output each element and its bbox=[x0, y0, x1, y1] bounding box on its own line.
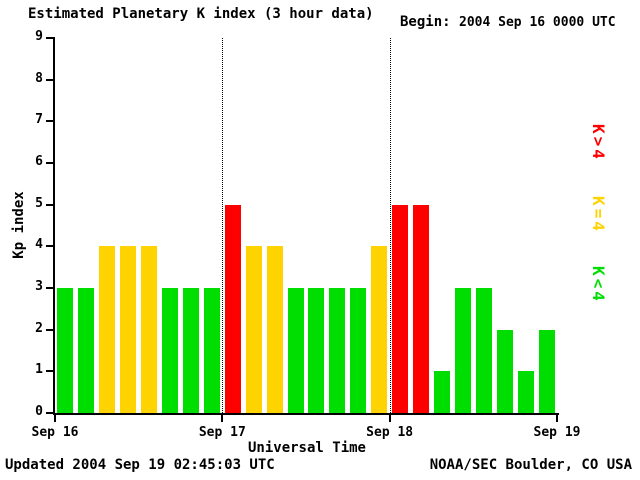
kp-bar bbox=[538, 329, 555, 413]
legend-k-lt-4: K<4 bbox=[589, 266, 608, 304]
y-tick-mark bbox=[46, 37, 55, 39]
kp-bar bbox=[517, 371, 534, 413]
begin-label: Begin: bbox=[400, 14, 451, 30]
y-tick-mark bbox=[46, 370, 55, 373]
y-tick-label: 9 bbox=[35, 29, 43, 44]
y-tick-mark bbox=[46, 328, 55, 331]
kp-bar bbox=[496, 329, 513, 413]
kp-bar bbox=[141, 246, 158, 413]
y-tick-label: 5 bbox=[35, 195, 43, 211]
x-axis-line bbox=[53, 413, 559, 415]
kp-bar bbox=[433, 371, 450, 413]
x-tick-label: Sep 16 bbox=[31, 425, 79, 440]
day-boundary-gridline bbox=[222, 38, 224, 413]
kp-bar bbox=[329, 288, 346, 413]
y-tick-label: 7 bbox=[35, 112, 43, 128]
kp-bar bbox=[99, 246, 116, 413]
source-attribution: NOAA/SEC Boulder, CO USA bbox=[429, 457, 632, 473]
kp-bar bbox=[371, 246, 388, 413]
x-tick-label: Sep 19 bbox=[533, 425, 581, 440]
y-tick-label: 8 bbox=[35, 70, 43, 86]
legend-k-eq-4: K=4 bbox=[589, 196, 608, 234]
y-tick-label: 0 bbox=[35, 404, 43, 419]
x-tick-mark bbox=[556, 415, 558, 422]
kp-bar bbox=[266, 246, 283, 413]
y-tick-label: 3 bbox=[35, 279, 43, 294]
begin-value: 2004 Sep 16 0000 UTC bbox=[459, 15, 616, 30]
day-boundary-gridline bbox=[389, 38, 391, 413]
y-tick-mark bbox=[46, 162, 55, 164]
x-axis-title: Universal Time bbox=[247, 440, 366, 456]
kp-bar bbox=[182, 288, 199, 413]
kp-bar bbox=[287, 288, 304, 413]
legend-k-gt-4: K>4 bbox=[589, 124, 608, 162]
kp-bar bbox=[308, 288, 325, 413]
y-tick-label: 2 bbox=[35, 320, 43, 336]
y-axis-line bbox=[53, 38, 55, 415]
y-tick-mark bbox=[46, 78, 55, 81]
kp-bar bbox=[203, 288, 220, 413]
y-tick-label: 4 bbox=[35, 237, 43, 253]
begin-timestamp: Begin: 2004 Sep 16 0000 UTC bbox=[400, 14, 616, 30]
y-tick-mark bbox=[46, 203, 55, 206]
x-tick-label: Sep 17 bbox=[198, 425, 246, 440]
kp-bar bbox=[120, 246, 137, 413]
y-tick-mark bbox=[46, 120, 55, 123]
kp-bar bbox=[350, 288, 367, 413]
kp-bar bbox=[454, 288, 471, 413]
kp-bar bbox=[475, 288, 492, 413]
x-tick-mark bbox=[54, 415, 56, 422]
kp-bar bbox=[224, 204, 241, 413]
kp-bar bbox=[78, 288, 95, 413]
x-tick-mark bbox=[388, 415, 391, 422]
y-tick-mark bbox=[46, 412, 55, 414]
kp-bar bbox=[413, 204, 430, 413]
kp-bar bbox=[392, 204, 409, 413]
kp-bar bbox=[57, 288, 74, 413]
y-tick-mark bbox=[46, 287, 55, 289]
chart-title: Estimated Planetary K index (3 hour data… bbox=[28, 6, 374, 22]
updated-timestamp: Updated 2004 Sep 19 02:45:03 UTC bbox=[5, 457, 275, 473]
kp-bar bbox=[245, 246, 262, 413]
x-tick-mark bbox=[221, 415, 224, 422]
y-tick-label: 6 bbox=[35, 154, 43, 169]
x-tick-label: Sep 18 bbox=[366, 425, 414, 440]
y-tick-label: 1 bbox=[35, 362, 43, 378]
kp-bar bbox=[162, 288, 179, 413]
y-tick-mark bbox=[46, 245, 55, 248]
